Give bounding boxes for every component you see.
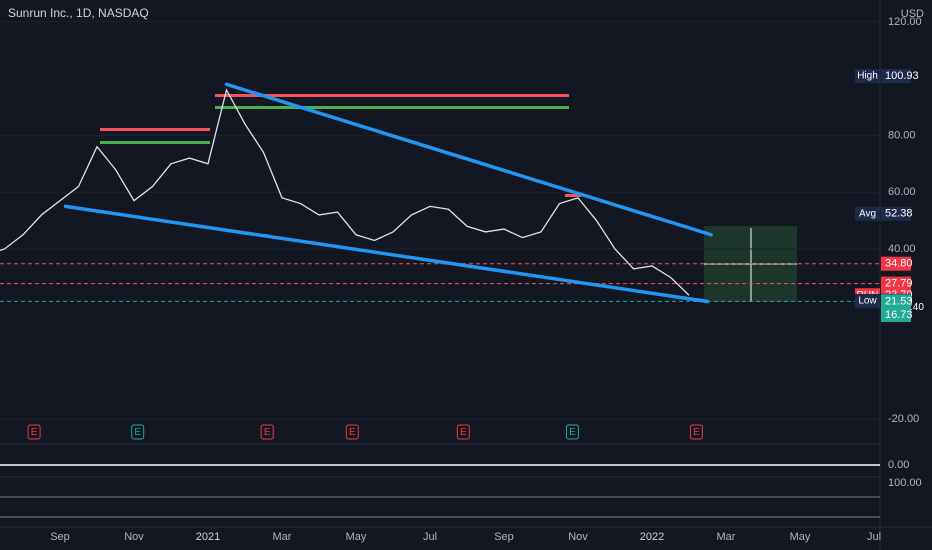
earnings-label: E	[134, 427, 141, 438]
y-tick-label: -20.00	[888, 413, 919, 425]
price-tag: High	[857, 71, 878, 82]
price-tag: Low	[858, 296, 877, 307]
y-tick-label: 120.00	[888, 16, 922, 28]
earnings-label: E	[693, 427, 700, 438]
price-label-box	[881, 308, 911, 323]
x-tick-label: Nov	[568, 531, 588, 543]
price-label-value: 100.93	[885, 70, 919, 82]
earnings-marker	[260, 424, 274, 440]
price-label-box	[881, 276, 911, 291]
pane-label: 100.00	[888, 477, 922, 489]
trendline	[224, 82, 713, 237]
earnings-marker	[345, 424, 359, 440]
earnings-label: E	[264, 427, 271, 438]
zone-red	[100, 128, 210, 131]
chart-title: Sunrun Inc., 1D, NASDAQ	[8, 6, 149, 20]
currency[interactable]: USD	[901, 8, 924, 20]
y-tick-label: 40.00	[888, 243, 916, 255]
x-tick-label: Mar	[717, 531, 736, 543]
x-tick-label: May	[790, 531, 811, 543]
pane-label: 0.00	[888, 459, 909, 471]
price-tag: Avg	[859, 208, 876, 219]
earnings-marker	[689, 424, 703, 440]
zone-red	[215, 94, 569, 97]
price-label-value: 16.73	[885, 309, 913, 321]
zone-green	[100, 141, 210, 144]
price-tag-box	[855, 68, 880, 83]
zone-green	[215, 106, 569, 109]
price-label-value: 21.53	[885, 295, 913, 307]
y-tick-label: 60.00	[888, 186, 916, 198]
earnings-marker	[27, 424, 41, 440]
earnings-label: E	[349, 427, 356, 438]
price-label-box	[881, 256, 911, 271]
price-label-box	[881, 294, 911, 309]
x-tick-label: Mar	[273, 531, 292, 543]
earnings-marker	[565, 424, 579, 440]
earnings-marker	[131, 424, 145, 440]
x-tick-label: Sep	[50, 531, 70, 543]
price-label-box	[881, 206, 911, 221]
x-tick-label: 2022	[640, 531, 664, 543]
price-label-box	[881, 68, 911, 83]
x-tick-label: Nov	[124, 531, 144, 543]
price-label-value: 34.80	[885, 258, 913, 270]
earnings-label: E	[569, 427, 576, 438]
zone-red	[565, 194, 581, 197]
trendline	[63, 204, 710, 304]
x-tick-label: Jul	[423, 531, 437, 543]
x-tick-label: 2021	[196, 531, 220, 543]
earnings-marker	[456, 424, 470, 440]
price-tag-box	[855, 206, 880, 221]
y-tick-label: 80.00	[888, 129, 916, 141]
price-label-value: 52.38	[885, 208, 913, 220]
x-tick-label: May	[346, 531, 367, 543]
earnings-label: E	[460, 427, 467, 438]
x-tick-label: Jul	[867, 531, 881, 543]
earnings-label: E	[31, 427, 38, 438]
price-line-series	[0, 88, 690, 296]
price-tag-box	[855, 293, 880, 308]
price-label-value: 27.79	[885, 278, 913, 290]
x-tick-label: Sep	[494, 531, 514, 543]
